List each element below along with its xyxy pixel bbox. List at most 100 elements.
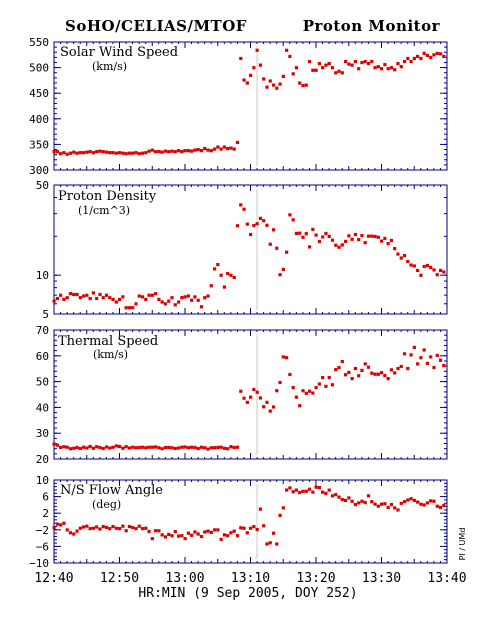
flow-data-point [95, 525, 99, 529]
flow-data-point [435, 504, 439, 508]
density-data-point [330, 238, 335, 242]
thermal-data-point [118, 444, 122, 449]
speed-data-point [366, 62, 371, 66]
density-data-point [186, 294, 190, 298]
density-y-tick-label: 50 [36, 179, 49, 192]
thermal-data-point [262, 405, 266, 409]
thermal-y-tick-label: 70 [36, 324, 49, 337]
speed-data-point [186, 149, 190, 153]
thermal-data-point [330, 383, 335, 387]
speed-data-point [62, 151, 66, 155]
thermal-data-point [127, 446, 132, 450]
thermal-data-point [438, 358, 443, 362]
flow-data-point [104, 525, 109, 530]
speed-data-point [226, 146, 230, 151]
flow-data-point [419, 502, 423, 506]
density-data-point [163, 302, 168, 306]
speed-data-point [406, 56, 410, 61]
density-data-point [183, 295, 187, 299]
speed-data-point [55, 150, 59, 154]
thermal-data-point [206, 447, 210, 451]
speed-data-point [419, 56, 423, 61]
speed-y-tick-label: 500 [29, 62, 49, 75]
flow-y-tick-label: 6 [42, 491, 49, 504]
density-data-point [75, 292, 79, 297]
flow-data-point [229, 531, 233, 535]
density-data-point [432, 268, 436, 272]
flow-y-tick-label: 2 [42, 507, 49, 520]
thermal-data-point [199, 445, 204, 449]
speed-data-point [180, 150, 184, 154]
density-data-point [380, 239, 384, 243]
thermal-y-tick-label: 40 [36, 401, 49, 414]
density-data-point [131, 306, 135, 310]
thermal-data-point [376, 372, 380, 376]
flow-y-tick-label: −2 [36, 524, 49, 537]
thermal-data-point [239, 389, 243, 393]
density-data-point [425, 263, 430, 268]
flow-data-point [186, 531, 190, 535]
flow-data-point [118, 527, 122, 531]
speed-data-point [301, 84, 305, 88]
flow-data-point [376, 504, 380, 508]
speed-data-point [291, 72, 295, 76]
speed-data-point [304, 83, 308, 87]
density-data-point [167, 299, 171, 303]
flow-data-point [327, 488, 331, 492]
x-axis-label: HR:MIN (9 Sep 2005, DOY 252) [138, 586, 357, 601]
density-data-point [121, 295, 125, 299]
thermal-data-point [307, 389, 312, 393]
x-tick-label: 13:40 [427, 571, 466, 586]
thermal-data-point [78, 446, 82, 451]
speed-data-point [442, 54, 446, 59]
flow-data-point [357, 501, 361, 505]
thermal-data-point [209, 446, 213, 450]
density-data-point [343, 239, 348, 244]
flow-data-point [402, 500, 407, 504]
thermal-data-point [229, 445, 233, 449]
density-data-point [399, 256, 403, 260]
density-data-point [180, 296, 184, 300]
flow-data-point [55, 522, 59, 526]
speed-data-point [380, 67, 384, 71]
thermal-data-point [258, 396, 263, 400]
density-data-point [422, 264, 426, 269]
flow-data-point [232, 529, 236, 533]
speed-data-point [222, 145, 226, 149]
thermal-data-point [124, 445, 128, 449]
speed-data-point [294, 66, 299, 70]
density-data-point [396, 252, 400, 256]
speed-data-point [262, 77, 266, 81]
density-data-point [301, 235, 305, 239]
density-data-point [59, 293, 63, 297]
speed-data-point [190, 149, 194, 153]
speed-y-tick-label: 550 [29, 36, 49, 49]
density-data-point [176, 300, 181, 304]
speed-data-point [321, 66, 325, 70]
flow-data-point [288, 486, 292, 490]
thermal-data-point [95, 445, 99, 449]
speed-data-point [370, 59, 374, 64]
speed-data-point [81, 151, 86, 155]
speed-data-point [235, 140, 240, 145]
flow-data-point [268, 541, 272, 545]
panel-speed: 300 350 400 450 500 550 Solar Wind Speed(km/s) [29, 36, 448, 177]
flow-data-point [121, 524, 125, 528]
flow-data-point [235, 534, 240, 538]
thermal-data-point [167, 445, 171, 450]
density-data-point [402, 254, 407, 258]
density-data-point [383, 236, 387, 241]
speed-data-point [101, 150, 105, 154]
thermal-data-point [321, 375, 325, 380]
flow-data-point [137, 524, 141, 528]
thermal-data-point [357, 374, 361, 378]
thermal-data-point [291, 386, 295, 390]
thermal-y-tick-label: 20 [36, 453, 49, 466]
flow-data-point [108, 527, 112, 531]
flow-data-point [389, 502, 394, 507]
density-data-point [196, 298, 200, 302]
speed-panel-title: Solar Wind Speed [60, 45, 178, 60]
flow-data-point [353, 502, 357, 507]
density-data-point [65, 296, 69, 300]
